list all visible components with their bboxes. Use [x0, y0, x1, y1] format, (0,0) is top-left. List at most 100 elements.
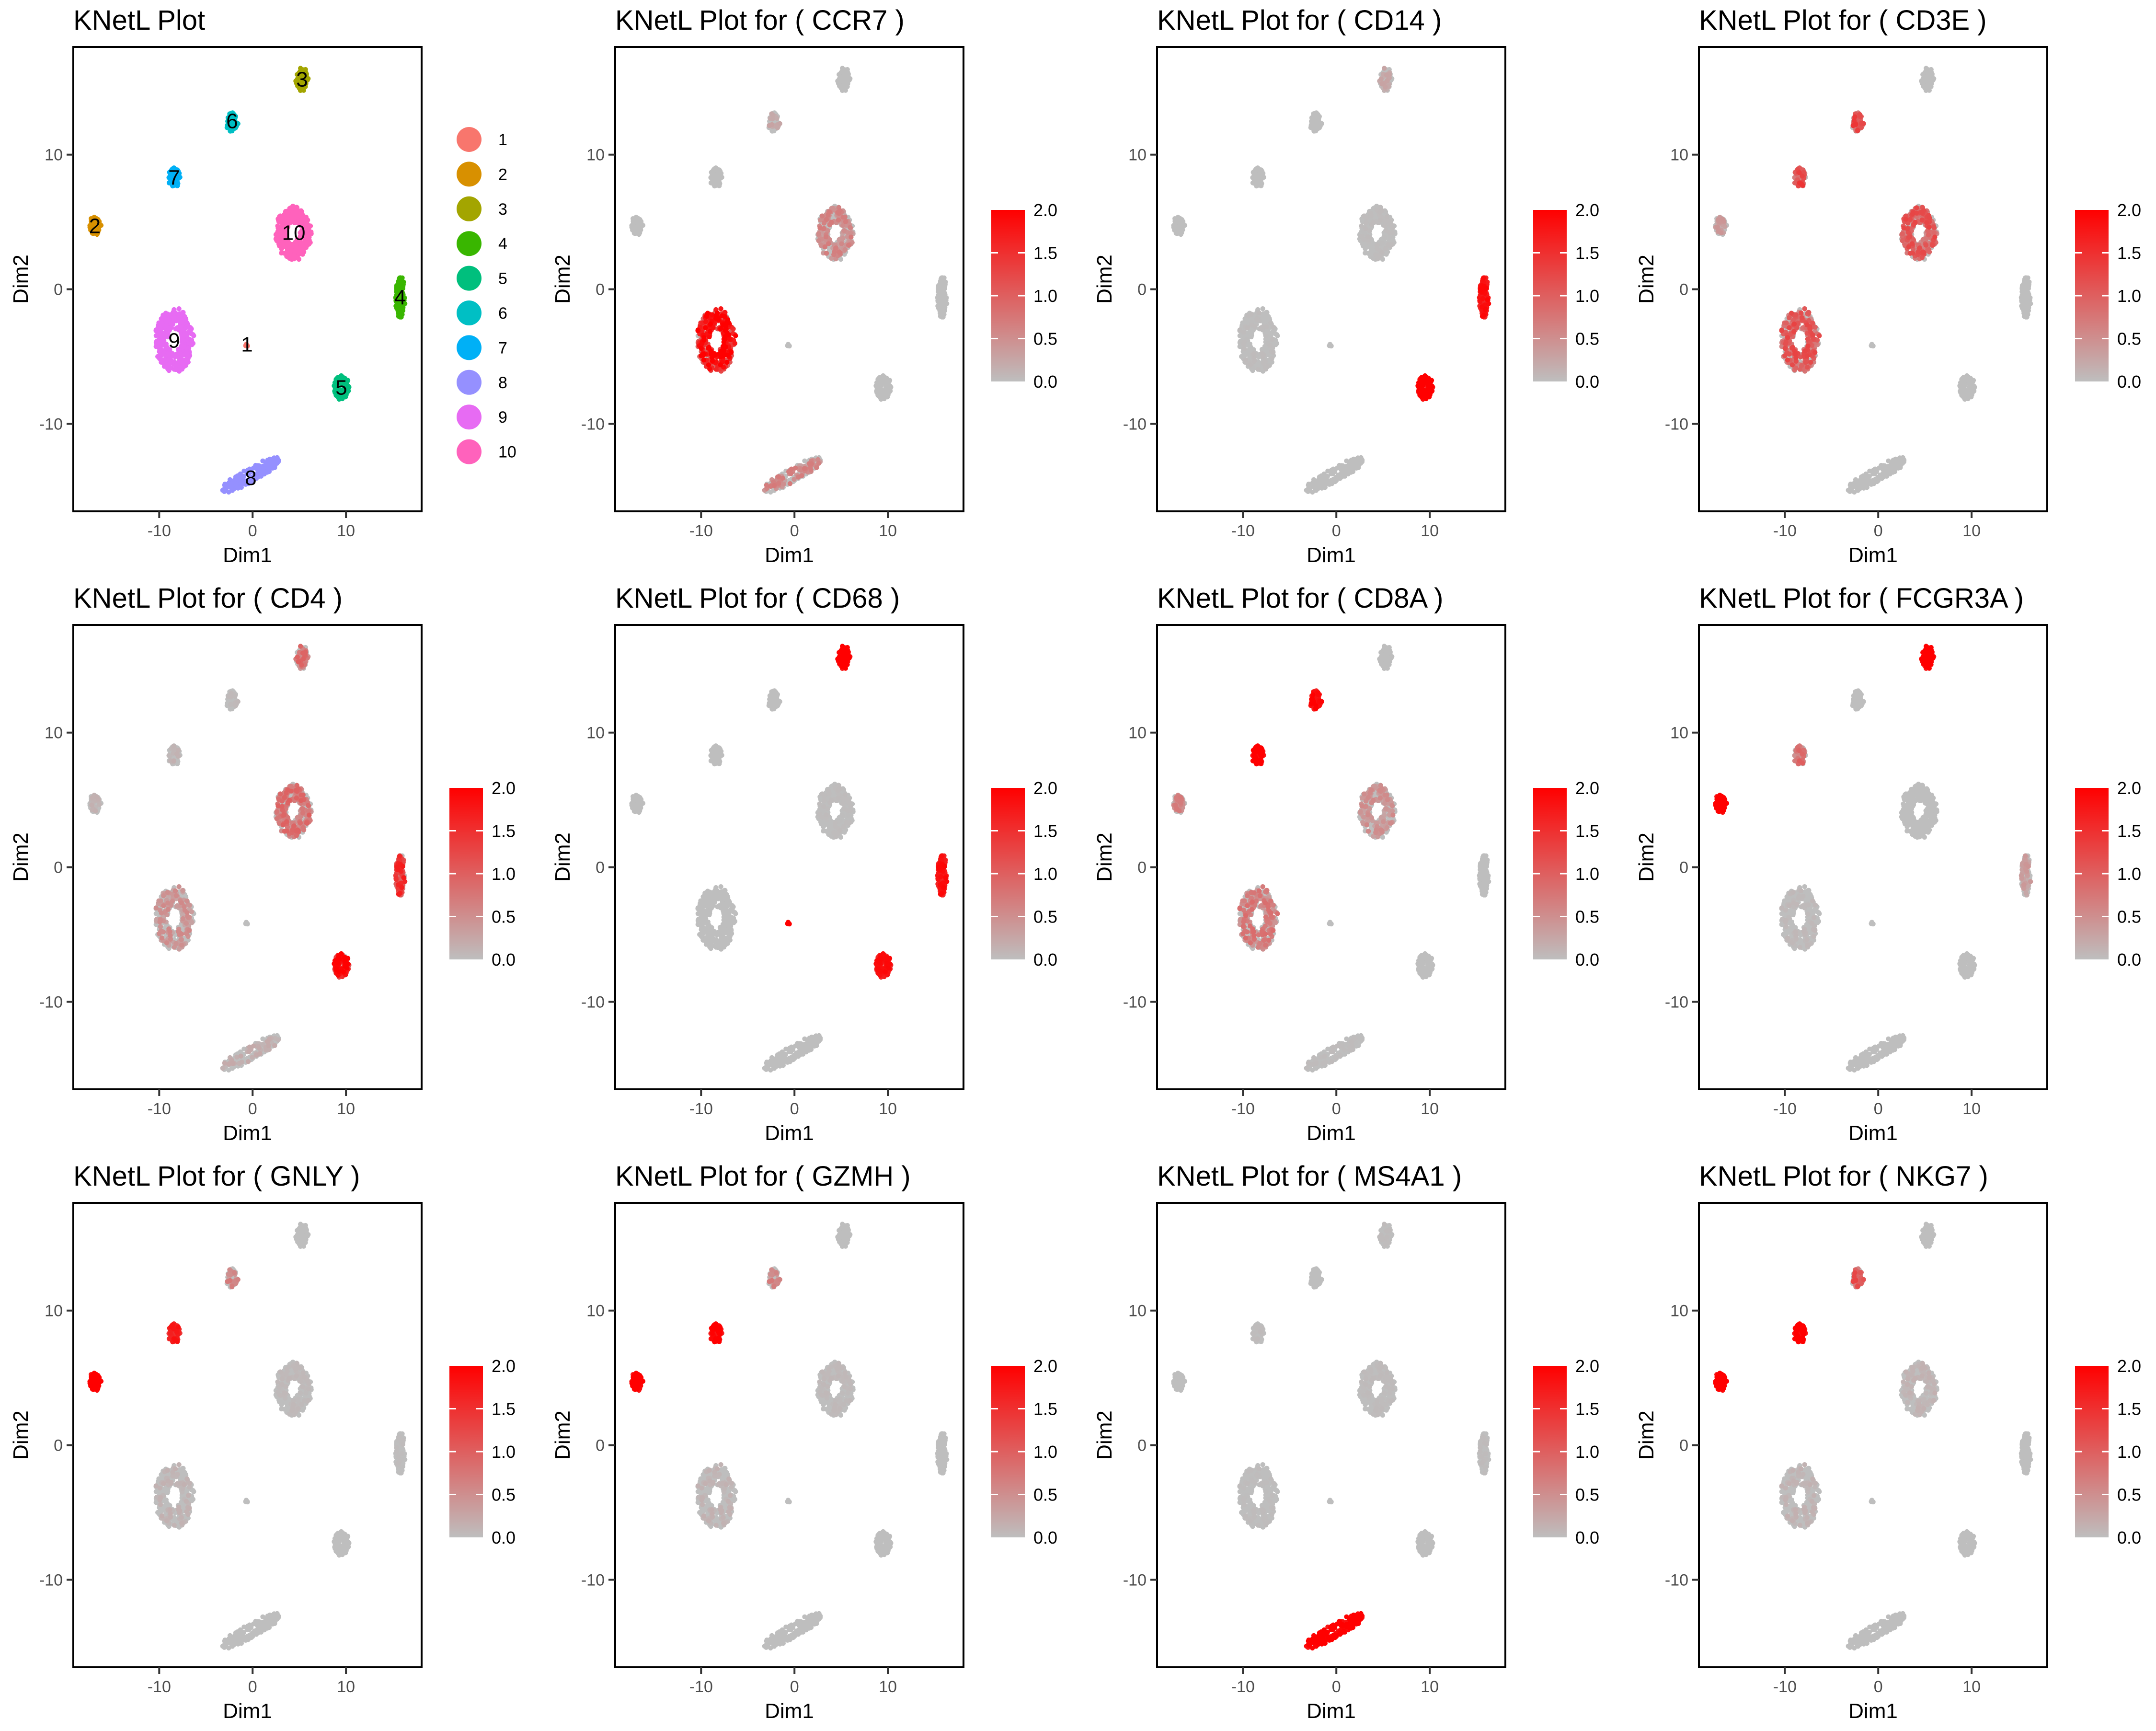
data-point	[799, 473, 804, 478]
data-point	[1384, 72, 1389, 77]
data-point	[1338, 474, 1342, 479]
data-point	[709, 352, 713, 357]
data-point	[816, 238, 821, 243]
data-point	[1368, 213, 1373, 218]
cluster-label: 5	[335, 376, 347, 400]
x-tick-label: -10	[148, 522, 171, 540]
data-point	[396, 279, 401, 284]
data-point	[823, 244, 827, 249]
data-point	[1248, 362, 1253, 367]
data-point	[836, 210, 840, 215]
data-point	[1385, 78, 1389, 83]
plot-frame	[1157, 47, 1505, 511]
points-layer	[629, 66, 949, 495]
data-point	[1238, 333, 1242, 338]
data-point	[839, 241, 844, 246]
data-point	[1249, 312, 1253, 317]
data-point	[1371, 220, 1376, 225]
data-point	[938, 279, 943, 284]
data-point	[164, 320, 169, 324]
points-layer	[87, 66, 407, 495]
colorbar-tick-label: 2.0	[1575, 200, 1599, 220]
data-point	[723, 328, 728, 333]
colorbar-tick-label: 1.0	[1575, 286, 1599, 306]
data-point	[940, 314, 944, 319]
data-point	[1329, 344, 1333, 348]
data-point	[1248, 342, 1252, 346]
data-point	[817, 226, 822, 231]
data-point	[846, 242, 851, 247]
data-point	[1253, 168, 1258, 173]
data-point	[1271, 350, 1275, 355]
data-point	[701, 335, 706, 340]
data-point	[706, 362, 711, 367]
legend-key-icon	[457, 231, 482, 256]
data-point	[837, 250, 841, 254]
data-point	[173, 363, 178, 368]
legend-item: 7	[457, 335, 507, 360]
data-point	[160, 343, 164, 347]
data-point	[729, 349, 734, 354]
data-point	[1176, 227, 1181, 231]
data-point	[942, 286, 947, 291]
colorbar-tick-label: 1.5	[1575, 243, 1599, 263]
data-point	[1385, 214, 1389, 219]
data-point	[717, 181, 722, 186]
data-point	[941, 276, 946, 280]
x-axis-title: Dim1	[223, 543, 272, 567]
data-point	[848, 76, 852, 81]
data-point	[789, 471, 793, 476]
data-point	[300, 252, 305, 256]
legend-label: 5	[498, 270, 507, 288]
data-point	[184, 351, 189, 356]
data-point	[1365, 234, 1370, 239]
data-point	[876, 392, 881, 397]
data-point	[1263, 334, 1268, 338]
data-point	[820, 213, 825, 218]
data-point	[776, 481, 781, 486]
y-tick-label: 10	[1128, 146, 1147, 164]
data-point	[1273, 331, 1277, 336]
data-point	[398, 314, 402, 319]
data-point	[849, 235, 853, 240]
legend-key-icon	[457, 300, 482, 325]
data-point	[167, 312, 172, 317]
data-point	[703, 325, 708, 330]
data-point	[1362, 213, 1366, 218]
data-point	[179, 318, 183, 323]
x-tick-label: -10	[1231, 522, 1255, 540]
data-point	[180, 310, 185, 315]
data-point	[701, 358, 706, 362]
data-point	[1484, 286, 1489, 291]
data-point	[1480, 314, 1485, 319]
data-point	[695, 328, 700, 333]
cluster-label: 8	[245, 466, 256, 490]
data-point	[162, 334, 167, 339]
legend-key-icon	[457, 266, 482, 291]
data-point	[816, 461, 821, 466]
legend-label: 3	[498, 200, 507, 219]
data-point	[189, 331, 194, 336]
colorbar-tick-label: 0.0	[1033, 372, 1057, 392]
data-point	[1390, 226, 1395, 231]
cluster-label: 4	[394, 286, 406, 309]
data-point	[1268, 343, 1273, 348]
data-point	[1269, 356, 1274, 361]
legend-key-icon	[457, 335, 482, 360]
data-point	[166, 367, 171, 371]
legend-key-icon	[457, 439, 482, 464]
data-point	[706, 346, 711, 350]
data-point	[1386, 219, 1390, 223]
x-axis-title: Dim1	[1307, 543, 1356, 567]
data-point	[1331, 476, 1336, 481]
data-point	[238, 473, 242, 478]
data-point	[769, 122, 774, 127]
data-point	[770, 116, 775, 121]
data-point	[1870, 344, 1875, 348]
plot-frame	[73, 47, 422, 511]
data-point	[1390, 231, 1395, 235]
data-point	[708, 322, 713, 326]
data-point	[824, 251, 829, 255]
